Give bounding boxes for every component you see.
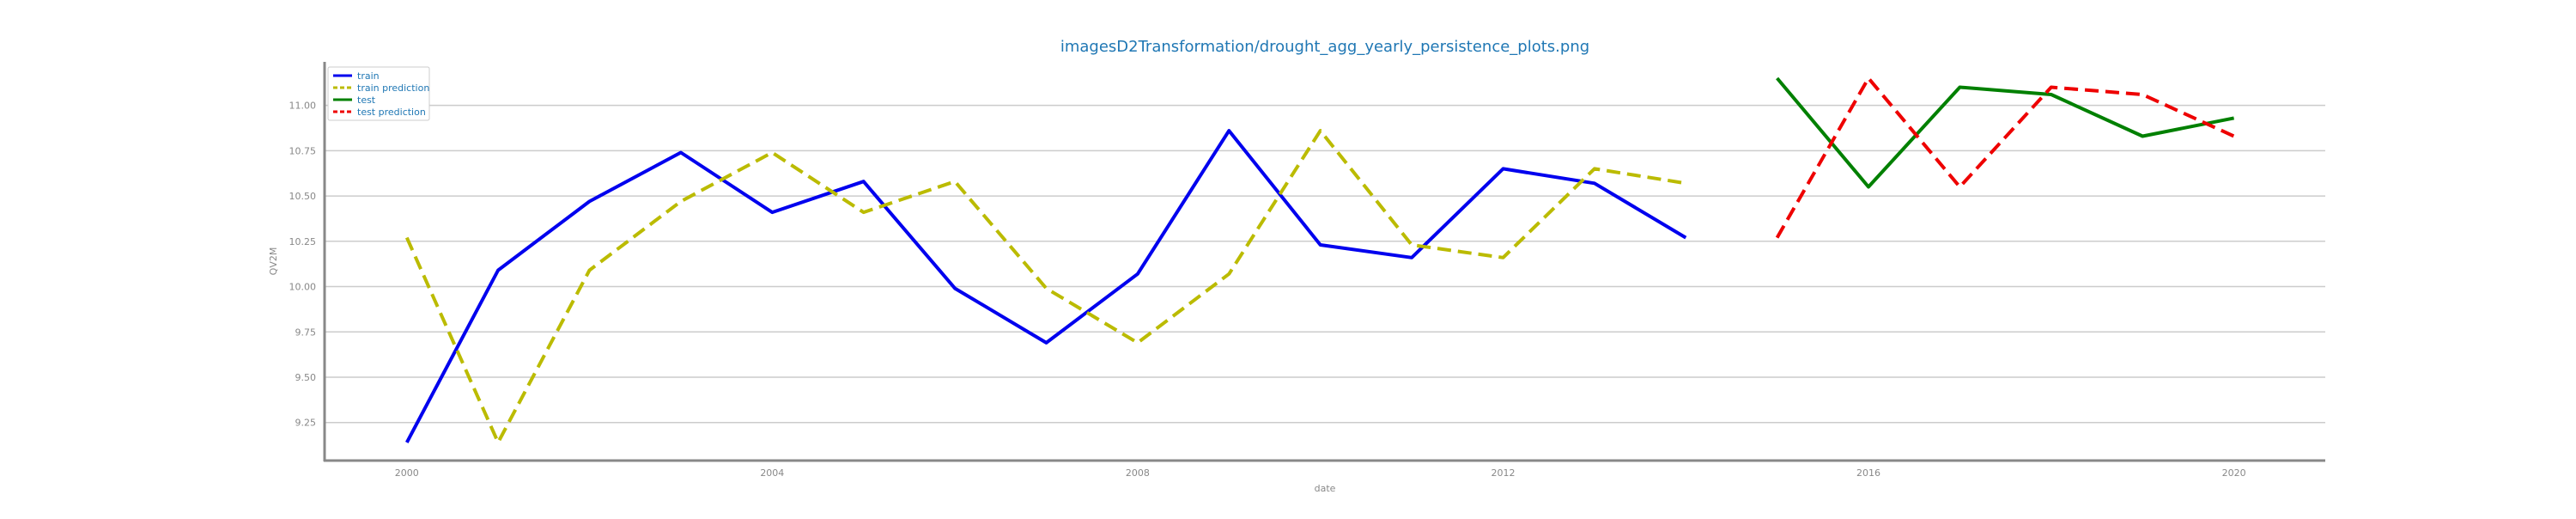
y-tick-label: 10.25 <box>289 236 317 247</box>
legend-label: train <box>357 70 380 82</box>
chart-title: imagesD2Transformation/drought_agg_yearl… <box>1060 38 1589 56</box>
x-tick-label: 2008 <box>1126 467 1150 479</box>
axes <box>323 62 2325 462</box>
y-axis-label: QV2M <box>268 247 279 276</box>
x-tick-label: 2016 <box>1856 467 1880 479</box>
x-tick-label: 2020 <box>2222 467 2246 479</box>
series-lines <box>404 76 2235 444</box>
legend-label: train prediction <box>357 82 429 94</box>
y-tick-label: 11.00 <box>289 101 317 112</box>
y-tick-label: 10.50 <box>289 191 317 202</box>
legend-box <box>327 66 430 121</box>
x-tick-label: 2012 <box>1491 467 1515 479</box>
y-tick-label: 10.00 <box>289 282 317 293</box>
series-line-test <box>1776 76 2234 189</box>
series-line-train-prediction <box>404 129 1686 444</box>
x-tick-label: 2004 <box>760 467 784 479</box>
y-tick-label: 9.50 <box>295 372 317 383</box>
series-line-test-prediction <box>1775 76 2235 239</box>
y-tick-label: 9.25 <box>295 418 317 429</box>
series-line-train <box>405 129 1687 443</box>
legend-label: test <box>357 95 376 106</box>
y-tick-label: 10.75 <box>289 145 317 156</box>
x-tick-label: 2000 <box>395 467 419 479</box>
y-tick-label: 9.75 <box>295 327 317 338</box>
x-axis-label: date <box>1315 483 1336 494</box>
grid-lines <box>325 104 2325 424</box>
legend-label: test prediction <box>357 107 426 118</box>
tick-labels: 9.25 9.50 9.75 10.00 10.25 10.50 10.75 11.00 200… <box>289 101 2246 479</box>
